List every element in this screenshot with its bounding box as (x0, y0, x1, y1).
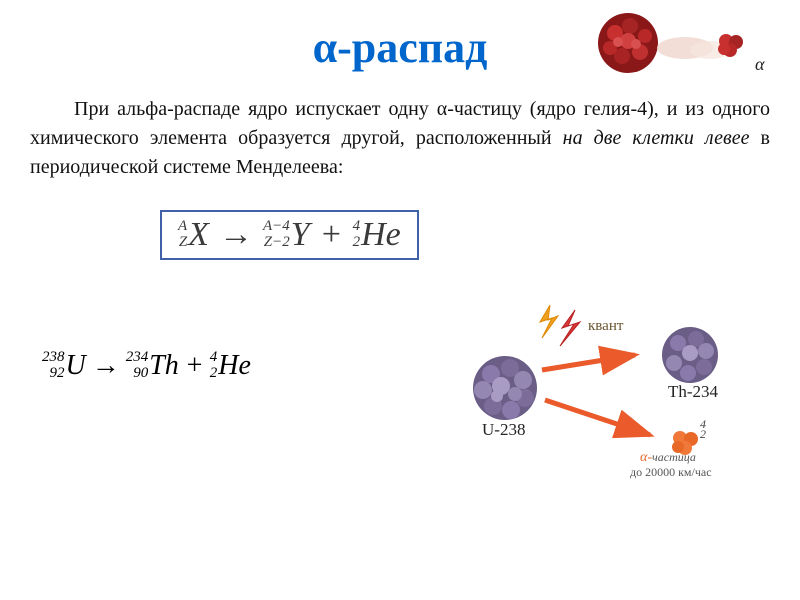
u238-label: U-238 (482, 420, 525, 440)
alpha-line2: до 20000 км/час (630, 465, 712, 480)
ex-alpha: 4 2 He (210, 350, 251, 382)
ex-plus: + (185, 350, 204, 382)
ex-daughter: 234 90 Th (126, 350, 179, 382)
description-paragraph: При альфа-распаде ядро испускает одну α-… (30, 95, 770, 182)
decay-diagram: 4 2 квант U-238 Th-234 α-α-частицачастиц… (440, 300, 770, 490)
lower-row: 238 92 U → 234 90 Th + 4 2 He (30, 300, 770, 490)
quant-label: квант (588, 318, 623, 335)
arrow: → (219, 216, 253, 254)
example-equation: 238 92 U → 234 90 Th + 4 2 He (42, 350, 251, 382)
daughter-nuclide: A−4 Z−2 Y (263, 216, 310, 254)
svg-text:α: α (755, 54, 765, 74)
plus: + (320, 216, 343, 254)
alpha-line1: α-α-частицачастица (640, 450, 696, 466)
svg-text:2: 2 (700, 427, 706, 441)
alpha-nuclide: 4 2 He (353, 216, 401, 254)
ex-arrow: → (92, 350, 120, 382)
general-formula: A Z X → A−4 Z−2 Y + 4 2 He (178, 216, 401, 254)
ex-parent: 238 92 U (42, 350, 86, 382)
header-nucleus-graphic: α (590, 8, 780, 83)
para-italic: на две клетки левее (563, 127, 750, 149)
parent-nuclide: A Z X (178, 216, 209, 254)
th234-label: Th-234 (668, 382, 718, 402)
general-formula-box: A Z X → A−4 Z−2 Y + 4 2 He (160, 210, 419, 260)
